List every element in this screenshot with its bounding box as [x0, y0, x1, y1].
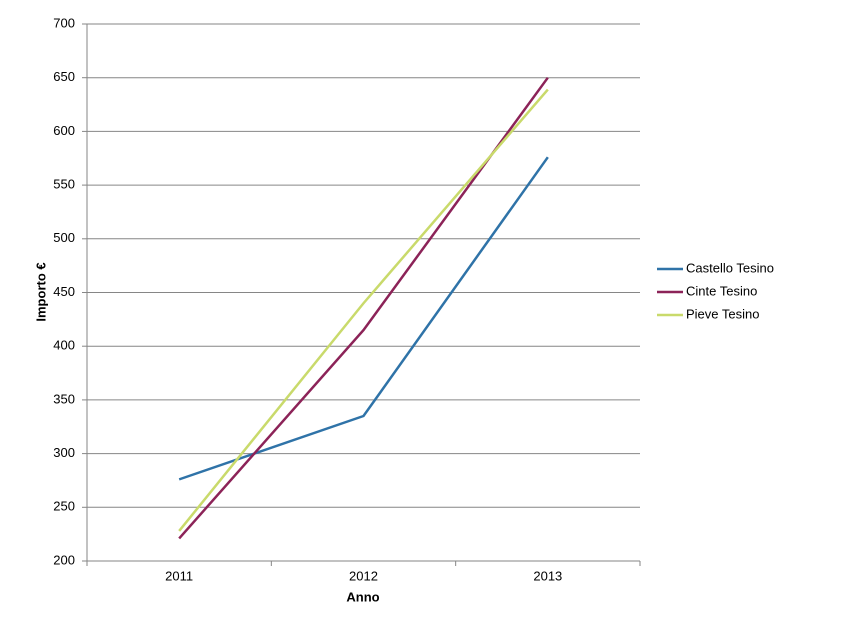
x-tick-label: 2011: [165, 568, 193, 583]
x-tick-label: 2012: [349, 568, 378, 583]
y-tick-label: 350: [53, 391, 75, 406]
y-tick-label: 300: [53, 445, 75, 460]
y-tick-label: 450: [53, 284, 75, 299]
series-line: [178, 156, 549, 481]
y-tick-label: 400: [53, 338, 75, 353]
legend-label: Castello Tesino: [686, 260, 774, 275]
y-tick-label: 700: [53, 15, 75, 30]
y-tick-label: 200: [53, 552, 75, 567]
x-axis-title: Anno: [346, 589, 379, 604]
y-tick-label: 250: [53, 499, 75, 514]
y-tick-label: 500: [53, 230, 75, 245]
legend-label: Pieve Tesino: [686, 306, 759, 321]
x-tick-label: 2013: [533, 568, 562, 583]
series-line: [178, 76, 549, 540]
series-line: [178, 88, 549, 532]
legend-label: Cinte Tesino: [686, 283, 757, 298]
y-axis-title: Importo €: [33, 262, 48, 321]
y-tick-label: 650: [53, 69, 75, 84]
y-tick-label: 600: [53, 123, 75, 138]
y-tick-label: 550: [53, 177, 75, 192]
